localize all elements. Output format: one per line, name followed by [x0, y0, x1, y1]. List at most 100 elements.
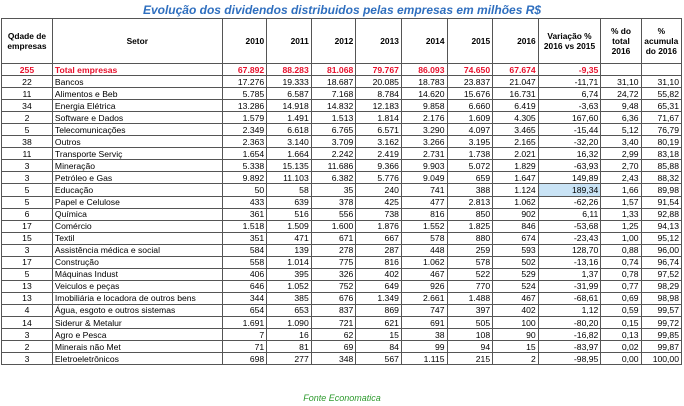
cell-v2015: 259 [446, 243, 494, 257]
cell-v2013: 2.419 [355, 147, 402, 161]
cell-v2011: 58 [266, 183, 312, 197]
cell-v2014: 467 [400, 267, 448, 281]
table-row: 34 Energia Elétrica 13.286 14.918 14.832 12.1… [1, 99, 683, 113]
cell-v2011: 639 [266, 195, 312, 209]
cell-variacao: -11,71 [537, 75, 602, 89]
cell-variacao: -23,43 [537, 231, 602, 245]
cell-v2013: 3.162 [355, 135, 402, 149]
cell-setor: Transporte Serviç [51, 147, 223, 161]
cell-v2013: 240 [355, 183, 402, 197]
cell-pct-acum: 99,72 [640, 315, 683, 330]
table-row: 17 Comércio 1.518 1.509 1.600 1.876 1.552 1.825… [1, 219, 683, 233]
cell-v2011: 1.491 [266, 111, 312, 125]
cell-v2010: 646 [221, 279, 268, 293]
cell-v2012: 326 [310, 267, 357, 281]
cell-v2016: 846 [492, 219, 539, 233]
cell-v2016: 674 [492, 231, 539, 245]
table-row: 3 Petróleo e Gas 9.892 11.103 6.382 5.776 9.04… [1, 171, 683, 185]
cell-pct-total: 2,70 [600, 159, 642, 173]
cell-pct-acum: 97,52 [640, 267, 683, 281]
cell-qtd: 4 [1, 303, 53, 317]
cell-v2012: 18.687 [310, 75, 357, 89]
cell-setor: Software e Dados [51, 111, 223, 125]
cell-variacao: -53,68 [537, 219, 602, 233]
cell-v2012: 721 [310, 315, 357, 330]
cell-pct-acum: 98,98 [640, 291, 683, 305]
cell-v2014: 477 [400, 195, 448, 209]
cell-setor: Telecomunicações [51, 123, 223, 137]
table-row: 22 Bancos 17.276 19.333 18.687 20.085 18.783 23… [1, 75, 683, 89]
dividends-table: Qdade de empresas Setor 2010 2011 2012 2… [1, 18, 683, 366]
cell-v2014: 926 [400, 279, 448, 293]
cell-v2014: 18.783 [400, 75, 448, 89]
cell-pct-total: 24,72 [600, 87, 642, 101]
cell-v2012: 3.709 [310, 135, 357, 149]
cell-pct-total: 0,88 [600, 243, 642, 257]
cell-v2010: 654 [221, 303, 268, 317]
cell-variacao: -80,20 [537, 315, 602, 330]
cell-v2014: 741 [400, 183, 448, 197]
cell-v2016: 90 [492, 328, 539, 342]
cell-v2012: 1.513 [310, 111, 357, 125]
cell-v2010: 2.349 [221, 123, 268, 137]
cell-pct-acum [640, 62, 683, 77]
cell-pct-total: 0,59 [600, 303, 642, 317]
cell-v2016: 524 [492, 279, 539, 293]
cell-pct-acum: 80,19 [640, 135, 683, 149]
cell-v2016: 902 [492, 207, 539, 221]
cell-v2012: 775 [310, 255, 357, 269]
table-row: 11 Alimentos e Beb 5.785 6.587 7.168 8.784 14.… [1, 87, 683, 101]
cell-v2010: 67.892 [221, 62, 268, 77]
cell-v2014: 747 [400, 303, 448, 317]
cell-v2010: 344 [221, 291, 268, 305]
cell-v2011: 385 [266, 291, 312, 305]
cell-pct-total: 0,74 [600, 255, 642, 269]
cell-setor: Mineração [51, 159, 223, 173]
table-row: 2 Minerais não Met 71 81 69 84 99 94 15 -83,97 0,0… [1, 340, 683, 354]
cell-v2011: 395 [266, 267, 312, 281]
cell-v2014: 9.903 [400, 159, 448, 173]
cell-pct-acum: 65,31 [640, 99, 683, 113]
cell-variacao: 167,60 [537, 111, 602, 125]
cell-variacao: -68,61 [537, 291, 602, 305]
cell-v2015: 578 [446, 255, 494, 269]
cell-setor: Petróleo e Gas [51, 171, 223, 185]
cell-v2015: 659 [446, 171, 494, 185]
cell-v2011: 88.283 [266, 62, 312, 77]
cell-v2014: 99 [400, 340, 448, 354]
cell-v2010: 5.338 [221, 159, 268, 173]
cell-qtd: 11 [1, 147, 53, 161]
cell-v2010: 1.518 [221, 219, 268, 233]
cell-v2012: 278 [310, 243, 357, 257]
cell-v2016: 1.124 [492, 183, 539, 197]
cell-v2015: 15.676 [446, 87, 494, 101]
cell-pct-total: 1,57 [600, 195, 642, 209]
cell-pct-acum: 89,98 [640, 183, 683, 197]
cell-v2010: 13.286 [221, 99, 268, 113]
cell-v2014: 691 [400, 315, 448, 330]
cell-v2013: 402 [355, 267, 402, 281]
cell-pct-total: 0,13 [600, 328, 642, 342]
header-2012: 2012 [310, 18, 357, 64]
cell-pct-total: 0,77 [600, 279, 642, 293]
total-row: 255 Total empresas 67.892 88.283 81.068 79.76… [1, 62, 683, 77]
cell-v2010: 7 [221, 328, 268, 342]
cell-v2011: 1.664 [266, 147, 312, 161]
cell-v2012: 11.686 [310, 159, 357, 173]
cell-qtd: 5 [1, 195, 53, 209]
cell-v2012: 6.765 [310, 123, 357, 137]
cell-v2012: 81.068 [310, 62, 357, 77]
cell-v2011: 1.509 [266, 219, 312, 233]
cell-v2012: 676 [310, 291, 357, 305]
cell-pct-total: 2,99 [600, 147, 642, 161]
cell-v2014: 578 [400, 231, 448, 245]
cell-v2014: 816 [400, 207, 448, 221]
cell-qtd: 13 [1, 279, 53, 293]
cell-v2011: 6.587 [266, 87, 312, 101]
cell-v2014: 1.115 [400, 352, 448, 366]
cell-setor: Energia Elétrica [51, 99, 223, 113]
table-row: 3 Mineração 5.338 15.135 11.686 9.366 9.903 5.0… [1, 159, 683, 173]
cell-pct-acum: 100,00 [640, 352, 683, 366]
cell-v2010: 558 [221, 255, 268, 269]
cell-pct-total: 1,00 [600, 231, 642, 245]
